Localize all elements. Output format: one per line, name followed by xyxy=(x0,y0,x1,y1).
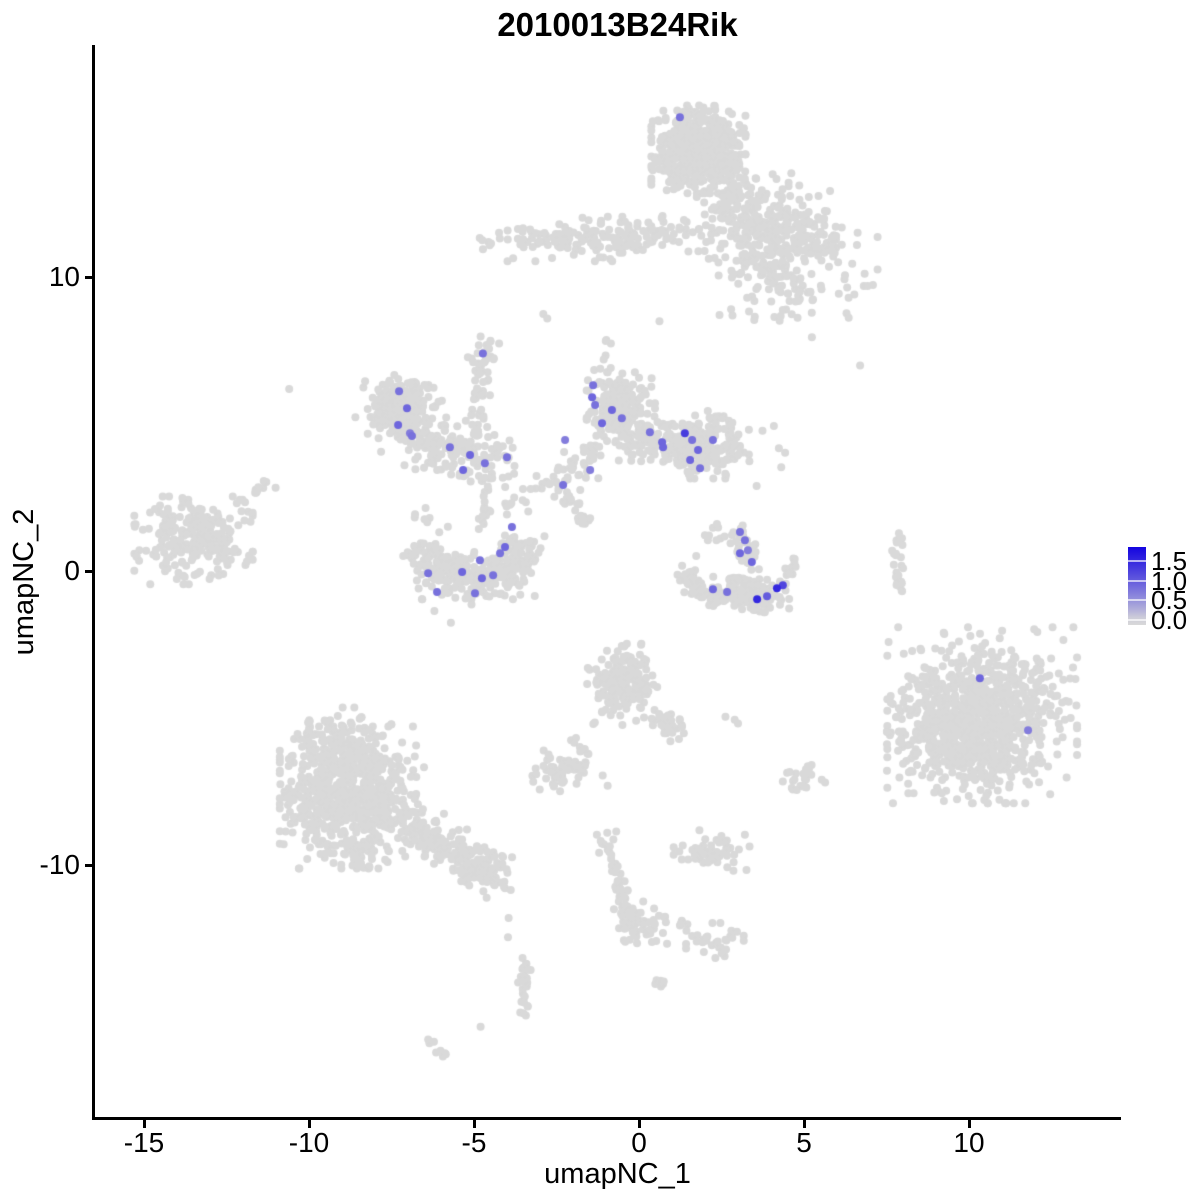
y-axis-line xyxy=(92,45,95,1120)
color-legend: 1.5 1.0 0.5 0.0 xyxy=(1120,540,1200,640)
x-tick-label: -5 xyxy=(461,1127,487,1158)
y-tick-mark xyxy=(85,569,93,573)
y-tick-label: 10 xyxy=(48,261,80,293)
x-tick-label: 0 xyxy=(631,1127,647,1158)
legend-gradient-bar xyxy=(1128,547,1146,625)
plot-title: 2010013B24Rik xyxy=(497,6,738,43)
legend-tick-line xyxy=(1128,579,1146,582)
y-tick-mark xyxy=(85,275,93,279)
legend-tick-line xyxy=(1128,599,1146,602)
y-tick-mark xyxy=(85,863,93,867)
y-axis-title: umapNC_2 xyxy=(8,508,40,656)
x-tick-mark xyxy=(472,1120,476,1128)
x-tick-label: -15 xyxy=(123,1127,165,1158)
x-tick-label: 10 xyxy=(953,1127,985,1158)
legend-label: 0.5 xyxy=(1151,585,1188,616)
y-tick-label: 0 xyxy=(64,555,80,587)
x-tick-mark xyxy=(802,1120,806,1128)
x-axis-line xyxy=(92,1117,1121,1120)
legend-tick-line xyxy=(1128,619,1146,622)
legend-label: 0.0 xyxy=(1151,605,1188,636)
legend-label: 1.5 xyxy=(1151,545,1188,576)
legend-label: 1.0 xyxy=(1151,565,1188,596)
x-tick-label: -10 xyxy=(288,1127,330,1158)
legend-tick-line xyxy=(1128,559,1146,562)
x-axis-title: umapNC_1 xyxy=(544,1158,691,1190)
x-tick-mark xyxy=(637,1120,641,1128)
x-tick-mark xyxy=(967,1120,971,1128)
x-tick-mark xyxy=(307,1120,311,1128)
y-tick-label: -10 xyxy=(39,849,80,881)
x-tick-mark xyxy=(142,1120,146,1128)
x-tick-label: 5 xyxy=(796,1127,812,1158)
